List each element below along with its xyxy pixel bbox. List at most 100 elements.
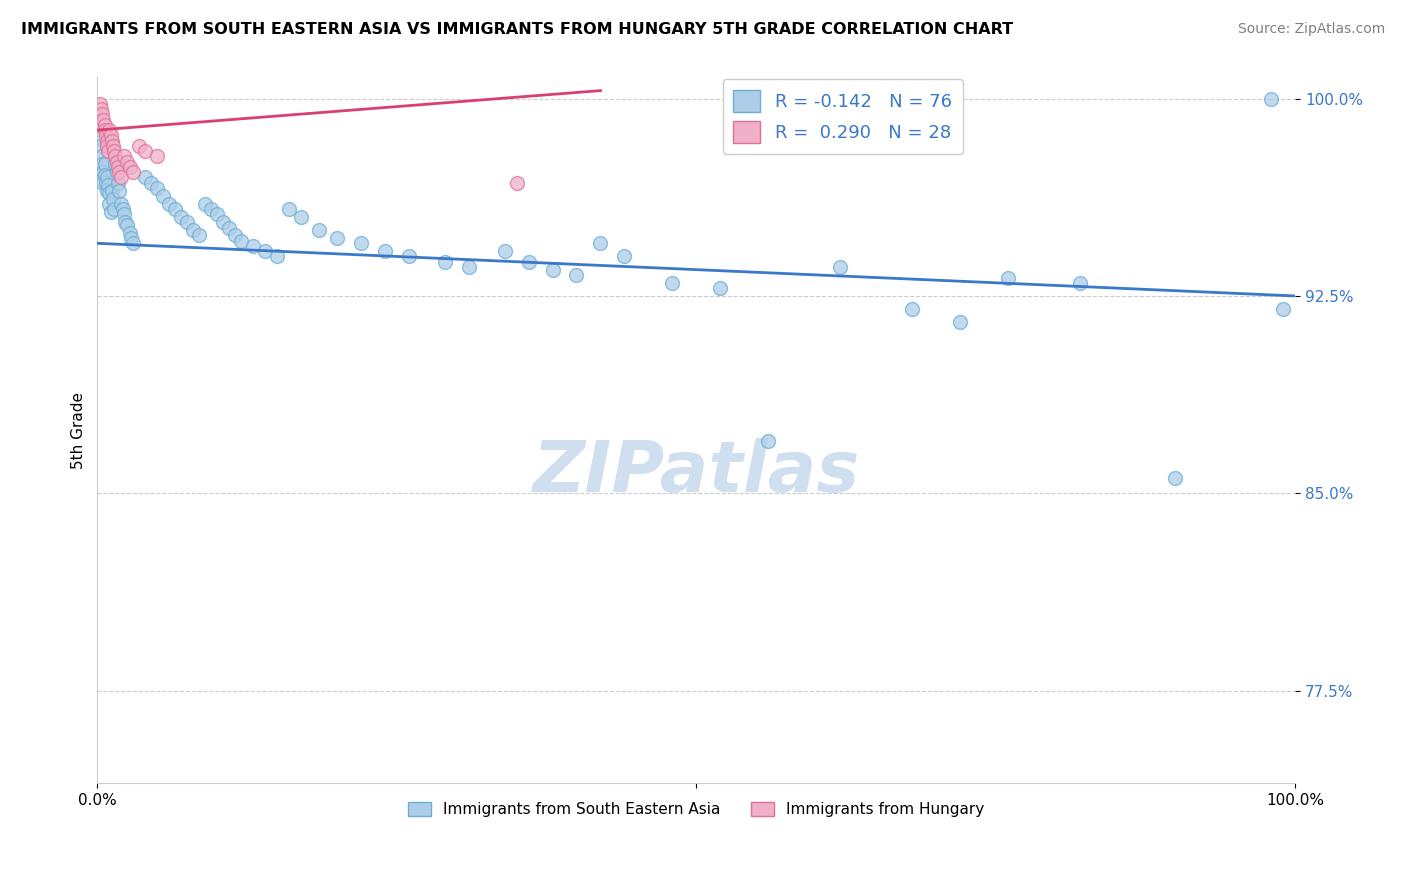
- Point: [118, 226, 141, 240]
- Point: [100, 134, 122, 148]
- Point: [308, 223, 330, 237]
- Point: [176, 215, 198, 229]
- Point: [200, 202, 222, 216]
- Point: [242, 239, 264, 253]
- Point: [93, 118, 115, 132]
- Point: [326, 231, 349, 245]
- Point: [100, 184, 122, 198]
- Point: [107, 160, 129, 174]
- Point: [105, 165, 128, 179]
- Text: IMMIGRANTS FROM SOUTH EASTERN ASIA VS IMMIGRANTS FROM HUNGARY 5TH GRADE CORRELAT: IMMIGRANTS FROM SOUTH EASTERN ASIA VS IM…: [21, 22, 1014, 37]
- Point: [350, 236, 373, 251]
- Point: [98, 186, 121, 201]
- Point: [398, 250, 420, 264]
- Legend: Immigrants from South Eastern Asia, Immigrants from Hungary: Immigrants from South Eastern Asia, Immi…: [401, 795, 993, 825]
- Point: [218, 220, 240, 235]
- Point: [89, 131, 111, 145]
- Point: [374, 244, 396, 259]
- Point: [181, 223, 204, 237]
- Point: [122, 165, 145, 179]
- Point: [91, 107, 114, 121]
- Point: [494, 244, 516, 259]
- Point: [541, 262, 564, 277]
- Point: [188, 228, 211, 243]
- Point: [949, 315, 972, 329]
- Point: [128, 139, 150, 153]
- Point: [1272, 302, 1295, 317]
- Point: [98, 196, 121, 211]
- Point: [613, 250, 636, 264]
- Point: [100, 204, 122, 219]
- Point: [93, 123, 115, 137]
- Point: [90, 102, 112, 116]
- Point: [118, 160, 141, 174]
- Point: [89, 96, 111, 111]
- Point: [105, 154, 128, 169]
- Point: [290, 210, 312, 224]
- Point: [901, 302, 924, 317]
- Point: [120, 231, 142, 245]
- Point: [134, 170, 156, 185]
- Point: [101, 139, 124, 153]
- Point: [756, 434, 779, 448]
- Point: [828, 260, 851, 274]
- Point: [589, 236, 612, 251]
- Point: [112, 149, 135, 163]
- Point: [100, 128, 122, 143]
- Point: [110, 170, 132, 185]
- Point: [157, 196, 180, 211]
- Point: [108, 165, 131, 179]
- Point: [93, 168, 115, 182]
- Point: [96, 139, 118, 153]
- Point: [224, 228, 246, 243]
- Point: [254, 244, 277, 259]
- Point: [134, 144, 156, 158]
- Text: ZIPatlas: ZIPatlas: [533, 438, 860, 507]
- Point: [146, 181, 169, 195]
- Point: [98, 123, 121, 137]
- Point: [194, 196, 217, 211]
- Text: Source: ZipAtlas.com: Source: ZipAtlas.com: [1237, 22, 1385, 37]
- Point: [1069, 276, 1091, 290]
- Point: [97, 178, 120, 193]
- Point: [94, 128, 117, 143]
- Point: [141, 176, 163, 190]
- Point: [433, 254, 456, 268]
- Point: [91, 112, 114, 127]
- Point: [152, 189, 174, 203]
- Point: [117, 154, 139, 169]
- Point: [91, 157, 114, 171]
- Point: [107, 176, 129, 190]
- Point: [278, 202, 301, 216]
- Point: [104, 149, 127, 163]
- Point: [517, 254, 540, 268]
- Point: [229, 234, 252, 248]
- Point: [505, 176, 527, 190]
- Point: [108, 184, 131, 198]
- Point: [91, 165, 114, 179]
- Point: [146, 149, 169, 163]
- Point: [91, 149, 114, 163]
- Point: [165, 202, 187, 216]
- Point: [457, 260, 479, 274]
- Point: [96, 170, 118, 185]
- Point: [212, 215, 235, 229]
- Point: [1260, 91, 1282, 105]
- Point: [266, 250, 288, 264]
- Point: [101, 192, 124, 206]
- Point: [94, 176, 117, 190]
- Point: [110, 196, 132, 211]
- Point: [103, 144, 125, 158]
- Point: [91, 176, 114, 190]
- Point: [114, 215, 136, 229]
- Point: [93, 157, 115, 171]
- Point: [97, 144, 120, 158]
- Point: [122, 236, 145, 251]
- Point: [565, 268, 588, 282]
- Point: [709, 281, 731, 295]
- Point: [96, 134, 118, 148]
- Point: [104, 157, 127, 171]
- Point: [112, 207, 135, 221]
- Point: [997, 270, 1019, 285]
- Point: [205, 207, 228, 221]
